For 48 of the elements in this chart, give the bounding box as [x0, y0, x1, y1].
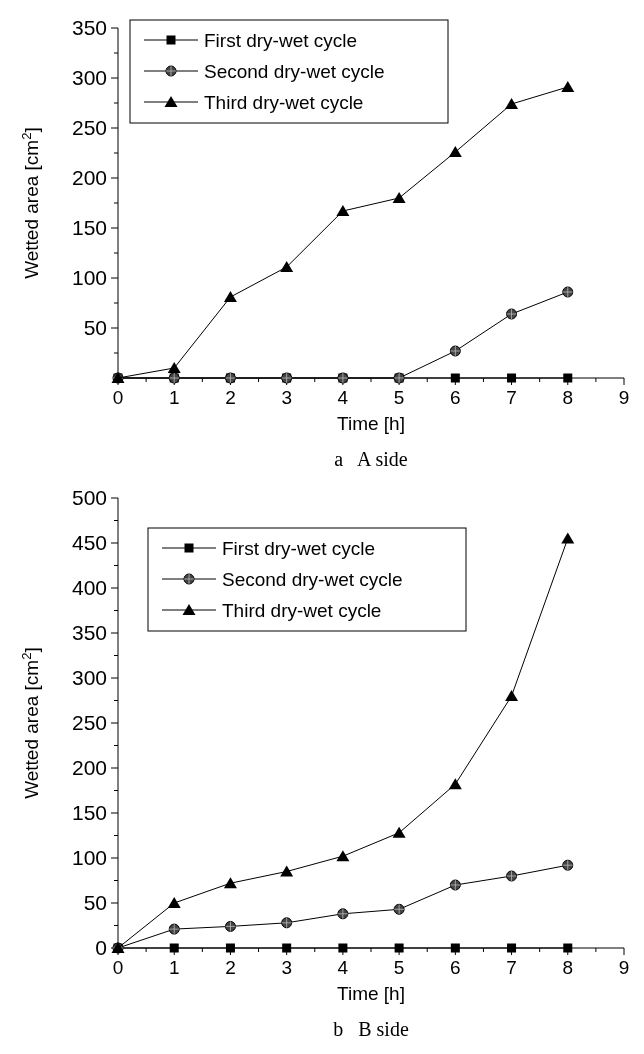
- x-tick-label: 8: [562, 957, 574, 978]
- x-tick-label: 3: [281, 957, 292, 978]
- y-tick-label: 500: [71, 486, 107, 510]
- legend-label: Third dry-wet cycle: [222, 599, 382, 621]
- x-tick-label: 0: [112, 957, 124, 978]
- legend-label: Second dry-wet cycle: [222, 568, 403, 590]
- y-tick-label: 100: [71, 846, 107, 870]
- x-tick-label: 2: [225, 957, 236, 978]
- x-tick-label: 9: [618, 957, 630, 978]
- x-tick-label: 4: [337, 387, 349, 408]
- x-tick-label: 6: [450, 957, 461, 978]
- x-tick-label: 6: [450, 387, 461, 408]
- x-tick-label: 9: [618, 387, 630, 408]
- y-tick-label: 250: [71, 116, 107, 140]
- x-tick-label: 3: [281, 387, 292, 408]
- x-tick-label: 7: [506, 957, 517, 978]
- x-tick-label: 1: [168, 387, 180, 408]
- x-tick-label: 4: [337, 957, 349, 978]
- legend-label: First dry-wet cycle: [204, 29, 358, 51]
- y-tick-label: 300: [71, 666, 107, 690]
- y-tick-label: 200: [71, 166, 107, 190]
- y-tick-label: 0: [95, 936, 107, 960]
- y-tick-label: 450: [71, 531, 107, 555]
- y-tick-label: 300: [71, 66, 107, 90]
- text: b B side: [333, 1018, 409, 1040]
- y-tick-label: 100: [71, 266, 107, 290]
- y-tick-label: 50: [83, 316, 107, 340]
- y-tick-label: 400: [71, 576, 107, 600]
- text: a A side: [334, 448, 408, 470]
- x-tick-label: 0: [112, 387, 124, 408]
- x-tick-label: 5: [393, 957, 405, 978]
- x-tick-label: 1: [168, 957, 180, 978]
- x-tick-label: 7: [506, 387, 517, 408]
- x-tick-label: 8: [562, 387, 574, 408]
- y-tick-label: 150: [71, 801, 107, 825]
- y-tick-label: 200: [71, 756, 107, 780]
- x-tick-label: 5: [393, 387, 405, 408]
- x-axis-title: Time [h]: [337, 983, 405, 1004]
- y-tick-label: 150: [71, 216, 107, 240]
- legend-label: Third dry-wet cycle: [204, 91, 364, 113]
- y-tick-label: 350: [71, 621, 107, 645]
- legend-label: Second dry-wet cycle: [204, 60, 385, 82]
- legend-label: First dry-wet cycle: [222, 537, 376, 559]
- y-tick-label: 50: [83, 891, 107, 915]
- x-axis-title: Time [h]: [337, 413, 405, 434]
- y-tick-label: 350: [71, 16, 107, 40]
- x-tick-label: 2: [225, 387, 236, 408]
- y-tick-label: 250: [71, 711, 107, 735]
